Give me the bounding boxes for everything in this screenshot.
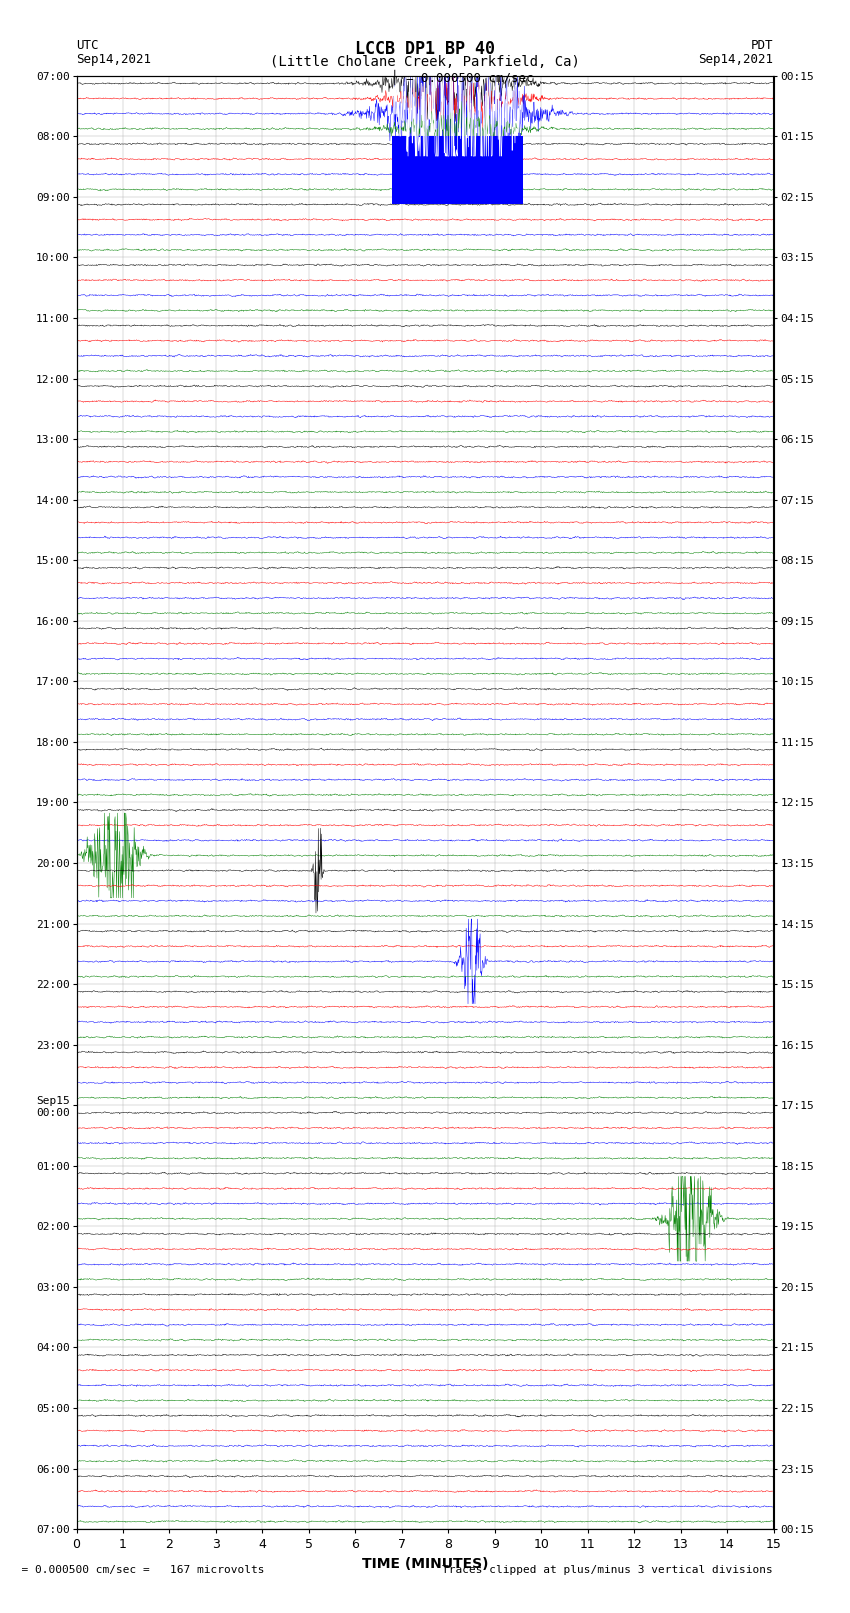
Text: │ = 0.000500 cm/sec: │ = 0.000500 cm/sec <box>391 69 534 85</box>
Text: (Little Cholane Creek, Parkfield, Ca): (Little Cholane Creek, Parkfield, Ca) <box>270 55 580 69</box>
Text: PDT: PDT <box>751 39 774 52</box>
Bar <box>393 135 523 203</box>
Text: Traces clipped at plus/minus 3 vertical divisions: Traces clipped at plus/minus 3 vertical … <box>442 1565 773 1574</box>
Text: Sep14,2021: Sep14,2021 <box>76 53 151 66</box>
X-axis label: TIME (MINUTES): TIME (MINUTES) <box>362 1557 488 1571</box>
Text: Sep14,2021: Sep14,2021 <box>699 53 774 66</box>
Text: = 0.000500 cm/sec =   167 microvolts: = 0.000500 cm/sec = 167 microvolts <box>8 1565 265 1574</box>
Text: LCCB DP1 BP 40: LCCB DP1 BP 40 <box>355 40 495 58</box>
Text: UTC: UTC <box>76 39 99 52</box>
